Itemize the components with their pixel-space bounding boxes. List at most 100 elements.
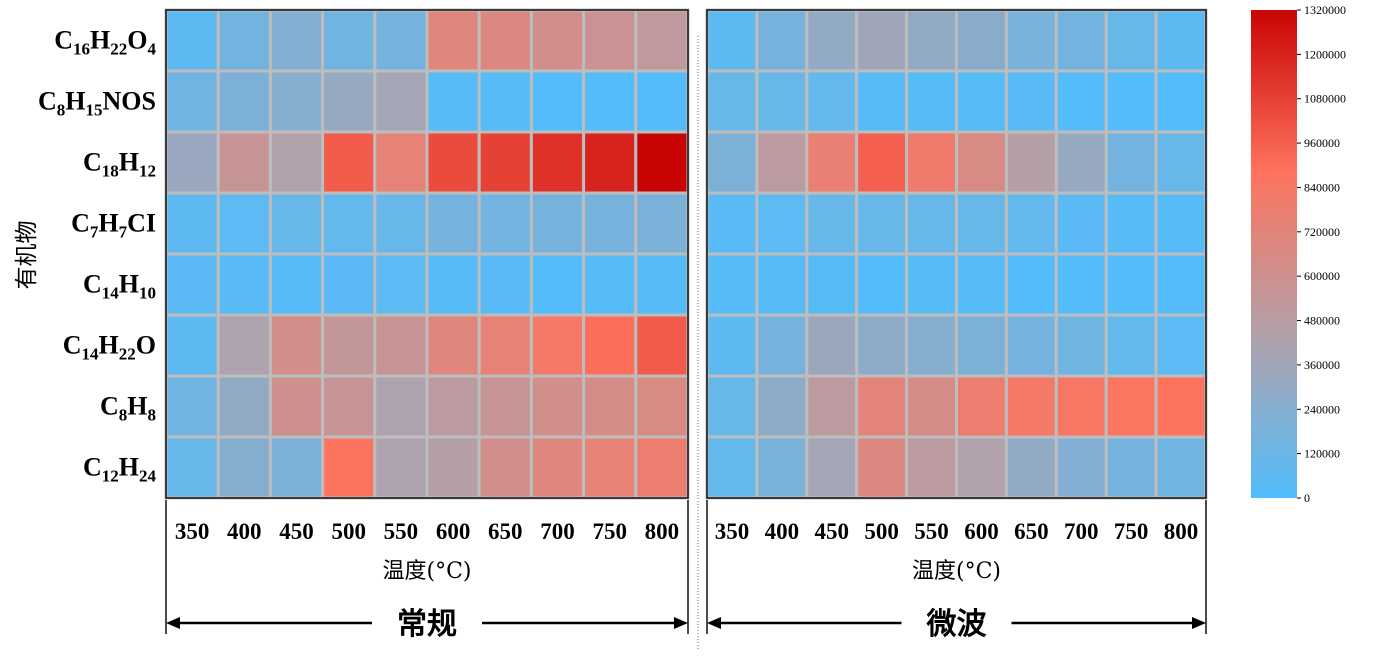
heatmap-cell xyxy=(1004,8,1058,73)
heatmap-cell xyxy=(855,191,909,256)
heatmap-cell xyxy=(216,130,272,195)
x-tick-label: 600 xyxy=(964,519,999,544)
heatmap-cell xyxy=(1004,435,1058,500)
heatmap-cell xyxy=(634,313,690,378)
heatmap-cell xyxy=(805,313,859,378)
row-label-subscript: 15 xyxy=(86,101,103,120)
heatmap-cell xyxy=(582,69,638,134)
row-labels: C16H22O4C8H15NOSC18H12C7H7CIC14H10C14H22… xyxy=(38,26,156,486)
row-label-element: C xyxy=(83,270,102,299)
heatmap-panels: 350 400 450 500 550 600 650 700 750 800温度(°C)常规35… xyxy=(164,8,1208,650)
heatmap-cell xyxy=(905,130,958,195)
heatmap-cell xyxy=(1154,313,1208,378)
row-label-subscript: 12 xyxy=(139,162,156,181)
heatmap-cell xyxy=(755,374,809,439)
heatmap-cell xyxy=(373,313,429,378)
heatmap-cell xyxy=(529,130,586,195)
heatmap-cell xyxy=(164,191,220,256)
row-label-element: H xyxy=(127,392,147,421)
colorbar-tick-label: 240000 xyxy=(1304,402,1340,416)
x-tick-label: 700 xyxy=(1064,519,1099,544)
heatmap-cell xyxy=(705,130,759,195)
colorbar-tick-label: 360000 xyxy=(1304,358,1340,372)
heatmap-cell xyxy=(634,8,690,73)
row-label-element: H xyxy=(119,148,139,177)
heatmap-cell xyxy=(1054,130,1108,195)
heatmap-cell xyxy=(1104,130,1158,195)
heatmap-cell xyxy=(634,69,690,134)
heatmap-cell xyxy=(321,374,377,439)
heatmap-cell xyxy=(582,313,638,378)
heatmap-cell xyxy=(582,252,638,317)
heatmap-cell xyxy=(1104,191,1158,256)
heatmap-cell xyxy=(321,252,377,317)
heatmap-cell xyxy=(805,191,859,256)
heatmap-cell xyxy=(268,313,325,378)
row-label-element: O xyxy=(136,331,156,360)
heatmap-cell xyxy=(321,313,377,378)
heatmap-cell xyxy=(905,8,958,73)
arrowhead-left xyxy=(166,617,180,629)
x-tick-label: 750 xyxy=(1114,519,1149,544)
heatmap-cell xyxy=(529,191,586,256)
heatmap-cell xyxy=(634,191,690,256)
arrowhead-left xyxy=(707,617,721,629)
x-axis-label: 温度(°C) xyxy=(383,559,472,584)
row-label-subscript: 8 xyxy=(119,406,128,425)
heatmap-cell xyxy=(1054,8,1108,73)
heatmap-cell xyxy=(373,130,429,195)
heatmap-cell xyxy=(955,69,1008,134)
heatmap-cell xyxy=(216,374,272,439)
heatmap-cell xyxy=(1004,69,1058,134)
row-label-subscript: 16 xyxy=(73,40,90,59)
heatmap-cell xyxy=(268,8,325,73)
heatmap-cell xyxy=(477,191,533,256)
heatmap-cell xyxy=(1004,313,1058,378)
group-label: 常规 xyxy=(397,607,457,642)
x-tick-label: 450 xyxy=(815,519,850,544)
heatmap-cell xyxy=(321,8,377,73)
heatmap-cell xyxy=(855,69,909,134)
heatmap-cell xyxy=(1104,374,1158,439)
x-tick-label: 500 xyxy=(864,519,899,544)
heatmap-cell xyxy=(955,191,1008,256)
heatmap-cell xyxy=(216,252,272,317)
heatmap-cell xyxy=(705,252,759,317)
heatmap-cell xyxy=(1004,252,1058,317)
panel-frame xyxy=(165,9,689,499)
row-label-subscript: 10 xyxy=(139,284,156,303)
heatmap-cell xyxy=(321,69,377,134)
row-label-element: C xyxy=(83,148,102,177)
x-tick-label: 550 xyxy=(914,519,949,544)
colorbar-tick-label: 120000 xyxy=(1304,447,1340,461)
heatmap-cell xyxy=(477,313,533,378)
heatmap-cell xyxy=(477,374,533,439)
heatmap-cell xyxy=(755,252,809,317)
heatmap-cell xyxy=(1154,374,1208,439)
heatmap-cell xyxy=(425,130,481,195)
heatmap-cell xyxy=(1154,69,1208,134)
heatmap-cell xyxy=(855,130,909,195)
row-label-element: C xyxy=(83,453,102,482)
arrowhead-right xyxy=(1192,617,1206,629)
heatmap-cell xyxy=(805,374,859,439)
colorbar-tick-label: 0 xyxy=(1304,491,1310,505)
heatmap-cell xyxy=(425,435,481,500)
heatmap-cell xyxy=(755,313,809,378)
heatmap-cell xyxy=(1004,130,1058,195)
heatmap-cell xyxy=(216,69,272,134)
row-label-element: C xyxy=(63,331,82,360)
heatmap-cell xyxy=(373,191,429,256)
heatmap-cell xyxy=(425,252,481,317)
heatmap-cell xyxy=(955,130,1008,195)
row-label-element: CI xyxy=(127,209,156,238)
heatmap-cell xyxy=(705,8,759,73)
heatmap-cell xyxy=(805,130,859,195)
heatmap-cell xyxy=(477,69,533,134)
heatmap-cell xyxy=(425,8,481,73)
heatmap-cell xyxy=(955,313,1008,378)
heatmap-cell xyxy=(216,435,272,500)
x-tick-label: 450 xyxy=(279,519,314,544)
heatmap-cell xyxy=(164,69,220,134)
